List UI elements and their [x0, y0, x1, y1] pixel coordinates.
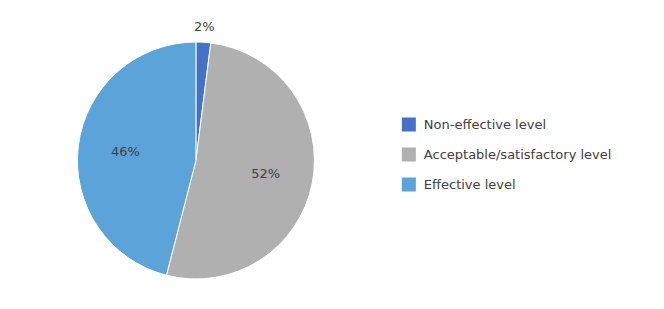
pie-slice [77, 42, 195, 275]
legend-item: Acceptable/satisfactory level [402, 147, 612, 162]
legend-swatch [402, 118, 416, 132]
legend-label: Acceptable/satisfactory level [424, 147, 612, 162]
data-label: 2% [194, 19, 215, 34]
legend-swatch [402, 178, 416, 192]
pie [77, 42, 314, 279]
data-label: 52% [251, 166, 280, 181]
legend-label: Non-effective level [424, 117, 546, 132]
legend-item: Non-effective level [402, 117, 546, 132]
legend: Non-effective level Acceptable/satisfacto… [402, 117, 612, 192]
chart: 2% 52% 46% Non-effective level Acceptable/sa… [0, 0, 664, 309]
data-label: 46% [111, 144, 140, 159]
data-labels: 2% 52% 46% [111, 19, 280, 181]
legend-swatch [402, 148, 416, 162]
legend-label: Effective level [424, 177, 516, 192]
legend-item: Effective level [402, 177, 516, 192]
